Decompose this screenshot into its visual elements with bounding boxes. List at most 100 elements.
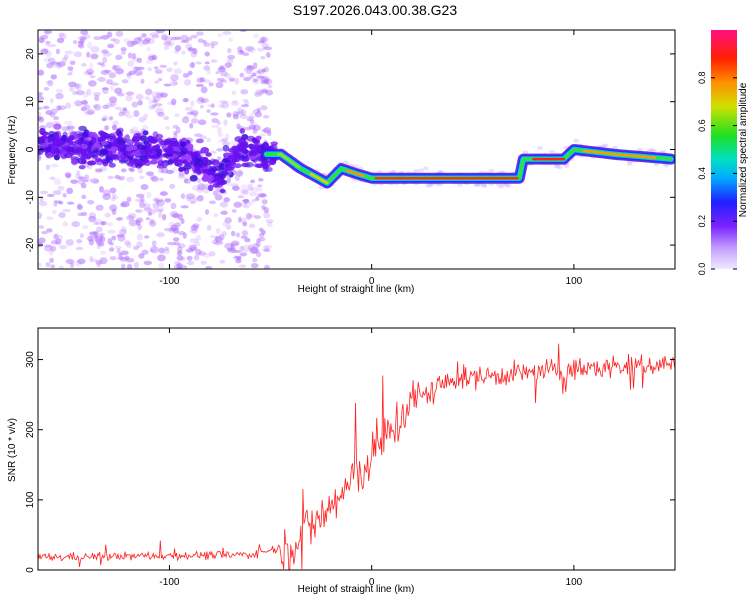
spectrogram-noise-blob bbox=[77, 40, 85, 44]
spectrogram-noise-blob bbox=[79, 36, 87, 41]
spectrogram-noise-blob bbox=[206, 68, 211, 75]
spectrogram-band-blob bbox=[195, 158, 201, 165]
spectrogram-noise-blob bbox=[217, 127, 222, 134]
spectrogram-noise-blob bbox=[140, 183, 149, 191]
spectrogram-noise-blob bbox=[135, 217, 144, 223]
spectrogram-noise-blob bbox=[57, 185, 65, 191]
spectrogram-noise-blob bbox=[156, 30, 165, 34]
spectrogram-noise-blob bbox=[211, 125, 220, 129]
spectrogram-noise-blob bbox=[217, 66, 226, 73]
spectrogram-noise-blob bbox=[232, 185, 240, 191]
spectrogram-noise-blob bbox=[256, 70, 262, 74]
spectrogram-x-tick-label: 0 bbox=[369, 276, 375, 287]
spectrogram-noise-blob bbox=[50, 264, 56, 269]
spectrogram-noise-blob bbox=[76, 238, 83, 244]
spectrogram-noise-blob bbox=[204, 61, 210, 65]
spectrogram-noise-blob bbox=[102, 56, 108, 64]
spectrogram-noise-blob bbox=[206, 109, 211, 113]
spectrogram-noise-blob bbox=[147, 55, 156, 61]
spectrogram-noise-blob bbox=[264, 264, 270, 269]
spectrogram-noise-blob bbox=[184, 106, 193, 112]
spectrogram-band-blob bbox=[70, 158, 79, 166]
spectrogram-noise-blob bbox=[148, 98, 154, 105]
spectrogram-noise-blob bbox=[201, 183, 209, 190]
spectrogram-noise-blob bbox=[114, 87, 123, 95]
spectrogram-noise-blob bbox=[226, 178, 231, 183]
spectrogram-noise-blob bbox=[147, 211, 153, 216]
spectrogram-noise-blob bbox=[96, 226, 103, 233]
spectrogram-noise-blob bbox=[118, 111, 125, 117]
spectrogram-noise-blob bbox=[127, 52, 133, 59]
spectrogram-band-blob bbox=[134, 158, 142, 165]
spectrogram-noise-blob bbox=[55, 92, 64, 100]
spectrogram-noise-blob bbox=[196, 216, 203, 223]
spectrogram-noise-blob bbox=[196, 195, 204, 202]
spectrogram-noise-blob bbox=[183, 97, 189, 103]
spectrogram-noise-blob bbox=[52, 190, 62, 195]
spectrogram-noise-blob bbox=[83, 33, 91, 40]
spectrogram-band-blob bbox=[189, 175, 198, 182]
spectrogram-noise-blob bbox=[136, 241, 143, 248]
spectrogram-noise-blob bbox=[251, 80, 260, 85]
spectrogram-noise-blob bbox=[215, 227, 221, 235]
spectrogram-noise-blob bbox=[163, 41, 172, 46]
spectrogram-halo-blob bbox=[573, 138, 580, 143]
snr-y-axis-label: SNR (10 * v/v) bbox=[7, 418, 18, 482]
spectrogram-band-blob bbox=[176, 162, 183, 168]
spectrogram-noise-blob bbox=[210, 103, 215, 109]
spectrogram-noise-blob bbox=[259, 36, 269, 43]
spectrogram-noise-blob bbox=[114, 174, 121, 180]
spectrogram-noise-blob bbox=[106, 31, 113, 38]
spectrogram-noise-blob bbox=[252, 257, 258, 263]
spectrogram-band-blob bbox=[53, 123, 62, 130]
spectrogram-noise-blob bbox=[115, 30, 124, 37]
spectrogram-noise-blob bbox=[97, 62, 105, 66]
spectrogram-band-blob bbox=[67, 135, 75, 141]
spectrogram-band-blob bbox=[234, 136, 243, 143]
spectrogram-noise-blob bbox=[76, 203, 82, 209]
spectrogram-noise-blob bbox=[203, 42, 211, 47]
spectrogram-band-blob bbox=[212, 183, 220, 188]
spectrogram-band-blob bbox=[192, 151, 201, 157]
spectrogram-noise-blob bbox=[71, 221, 80, 228]
spectrogram-noise-blob bbox=[177, 243, 186, 249]
spectrogram-noise-blob bbox=[135, 209, 142, 213]
spectrogram-noise-blob bbox=[260, 80, 269, 85]
spectrogram-noise-blob bbox=[133, 37, 142, 44]
spectrogram-band-blob bbox=[120, 153, 126, 161]
spectrogram-noise-blob bbox=[244, 67, 250, 72]
spectrogram-noise-blob bbox=[38, 69, 45, 76]
spectrogram-noise-blob bbox=[231, 209, 237, 213]
spectrogram-noise-blob bbox=[46, 193, 55, 198]
spectrogram-band-blob bbox=[261, 162, 269, 170]
spectrogram-noise-blob bbox=[38, 154, 42, 161]
spectrogram-noise-blob bbox=[114, 245, 122, 250]
spectrogram-band-blob bbox=[99, 149, 109, 155]
spectrogram-noise-blob bbox=[222, 141, 230, 146]
spectrogram-noise-blob bbox=[84, 110, 94, 116]
spectrogram-noise-blob bbox=[253, 92, 262, 98]
spectrogram-noise-blob bbox=[131, 101, 139, 108]
spectrogram-halo-blob bbox=[481, 183, 488, 188]
snr-panel: -100 0 100 0 100 200 300 Height of straight li… bbox=[7, 327, 676, 595]
spectrogram-noise-blob bbox=[126, 242, 132, 249]
spectrogram-band-blob bbox=[149, 149, 158, 155]
spectrogram-noise-blob bbox=[241, 245, 251, 253]
spectrogram-noise-blob bbox=[38, 225, 45, 229]
spectrogram-noise-blob bbox=[163, 115, 170, 121]
spectrogram-noise-blob bbox=[101, 117, 107, 122]
spectrogram-noise-blob bbox=[45, 80, 52, 85]
spectrogram-noise-blob bbox=[56, 37, 65, 44]
spectrogram-noise-blob bbox=[152, 99, 158, 104]
spectrogram-noise-blob bbox=[78, 176, 87, 180]
spectrogram-noise-blob bbox=[190, 100, 195, 107]
spectrogram-noise-blob bbox=[82, 91, 89, 98]
spectrogram-band-blob bbox=[40, 131, 50, 136]
spectrogram-noise-blob bbox=[170, 202, 177, 210]
spectrogram-noise-blob bbox=[237, 216, 243, 223]
spectrogram-noise-blob bbox=[97, 76, 106, 83]
spectrogram-noise-blob bbox=[177, 213, 183, 221]
spectrogram-noise-blob bbox=[77, 35, 87, 41]
spectrogram-noise-blob bbox=[262, 245, 270, 252]
spectrogram-noise-blob bbox=[153, 66, 159, 70]
